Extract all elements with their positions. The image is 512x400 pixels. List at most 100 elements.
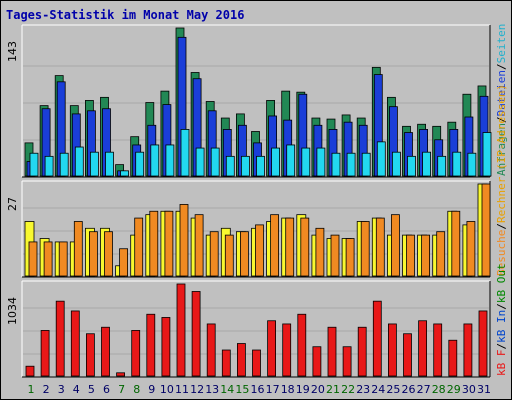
bar-seiten-day-9 bbox=[150, 144, 160, 177]
bar-kbf-day-1 bbox=[25, 365, 35, 377]
bar-kbf-day-4 bbox=[70, 310, 80, 377]
bar-seiten-day-19 bbox=[301, 147, 311, 177]
side-legend-part: / bbox=[495, 303, 508, 310]
bar-seiten-day-18 bbox=[286, 144, 296, 177]
y-axis-max-label: 27 bbox=[6, 197, 19, 211]
bar-besuche-day-2 bbox=[43, 241, 53, 277]
bar-seiten-day-5 bbox=[90, 151, 99, 177]
bar-seiten-day-29 bbox=[452, 151, 462, 177]
chart-title: Tages-Statistik im Monat May 2016 bbox=[6, 8, 244, 22]
bar-kbf-day-26 bbox=[403, 333, 412, 377]
bar-seiten-day-1 bbox=[29, 152, 39, 177]
day-label-15: 15 bbox=[235, 383, 249, 396]
bar-kbf-day-24 bbox=[372, 300, 382, 377]
bar-kbf-day-17 bbox=[267, 320, 277, 377]
day-label-23: 23 bbox=[356, 383, 370, 396]
bar-besuche-day-1 bbox=[28, 241, 38, 277]
day-label-22: 22 bbox=[341, 383, 355, 396]
day-label-6: 6 bbox=[103, 383, 110, 396]
bar-besuche-day-18 bbox=[285, 217, 295, 277]
day-label-31: 31 bbox=[477, 383, 491, 396]
side-legend-part: Dateien bbox=[495, 70, 508, 116]
bar-kbf-day-18 bbox=[282, 323, 292, 377]
bar-kbf-day-30 bbox=[463, 323, 473, 377]
bar-seiten-day-10 bbox=[165, 144, 175, 177]
bar-besuche-day-6 bbox=[104, 231, 113, 277]
day-label-20: 20 bbox=[311, 383, 325, 396]
bar-kbf-day-5 bbox=[86, 333, 95, 377]
bar-kbf-day-21 bbox=[327, 326, 337, 377]
side-legend-part: Besuche bbox=[495, 230, 508, 276]
day-label-11: 11 bbox=[175, 383, 189, 396]
bar-kbf-day-7 bbox=[116, 372, 125, 377]
day-label-17: 17 bbox=[266, 383, 280, 396]
bar-besuche-day-9 bbox=[149, 210, 159, 277]
bar-besuche-day-14 bbox=[224, 234, 234, 277]
chart-panels: 143 27 1034 bbox=[6, 24, 492, 378]
bar-seiten-day-12 bbox=[195, 147, 205, 177]
panel-2: 27 bbox=[6, 180, 491, 278]
bar-besuche-day-23 bbox=[360, 221, 370, 277]
bar-seiten-day-21 bbox=[331, 152, 341, 177]
bar-kbf-day-23 bbox=[357, 326, 367, 377]
bar-kbf-day-22 bbox=[342, 346, 352, 377]
side-legend-part: / bbox=[495, 63, 508, 70]
day-label-2: 2 bbox=[43, 383, 50, 396]
bar-besuche-day-29 bbox=[451, 210, 461, 277]
bar-kbf-day-6 bbox=[101, 326, 110, 377]
bars bbox=[24, 27, 492, 177]
side-legend-bot: kB F/kB In/kB Out bbox=[495, 263, 508, 376]
bar-seiten-day-25 bbox=[391, 151, 401, 177]
bar-seiten-day-2 bbox=[44, 155, 54, 177]
side-legend-part: Anfragen bbox=[495, 123, 508, 176]
bar-besuche-day-7 bbox=[119, 248, 128, 277]
day-label-14: 14 bbox=[220, 383, 234, 396]
side-legend-mid: Besuche/Rechner (IP-Adressen) bbox=[495, 84, 508, 276]
day-label-12: 12 bbox=[190, 383, 204, 396]
bar-kbf-day-28 bbox=[433, 323, 443, 377]
bar-besuche-day-16 bbox=[255, 224, 264, 277]
day-label-25: 25 bbox=[386, 383, 400, 396]
bar-seiten-day-6 bbox=[105, 151, 114, 177]
bar-besuche-day-25 bbox=[390, 214, 400, 277]
bar-kbf-day-20 bbox=[312, 346, 322, 377]
bar-kbf-day-16 bbox=[252, 349, 261, 377]
side-legend-part: / bbox=[495, 223, 508, 230]
bar-besuche-day-10 bbox=[164, 210, 174, 277]
bar-seiten-day-17 bbox=[271, 147, 281, 177]
day-label-5: 5 bbox=[88, 383, 95, 396]
bar-besuche-day-13 bbox=[209, 231, 219, 277]
bar-kbf-day-15 bbox=[236, 343, 246, 377]
day-label-24: 24 bbox=[371, 383, 385, 396]
side-legend-part: Rechner (IP-Adressen) bbox=[495, 84, 508, 223]
bar-kbf-day-19 bbox=[297, 313, 307, 377]
bar-besuche-day-15 bbox=[239, 231, 249, 277]
day-label-10: 10 bbox=[160, 383, 174, 396]
bar-kbf-day-29 bbox=[448, 339, 458, 377]
day-label-1: 1 bbox=[28, 383, 35, 396]
bar-kbf-day-12 bbox=[191, 291, 201, 377]
bar-besuche-day-8 bbox=[134, 217, 144, 277]
bar-besuche-day-5 bbox=[89, 231, 98, 277]
y-axis-max-label: 143 bbox=[6, 41, 19, 62]
bar-besuche-day-22 bbox=[345, 238, 355, 277]
bar-besuche-day-24 bbox=[375, 217, 385, 277]
bar-seiten-day-24 bbox=[376, 141, 386, 177]
bar-besuche-day-4 bbox=[73, 221, 83, 277]
bar-seiten-day-22 bbox=[346, 152, 356, 177]
bar-kbf-day-14 bbox=[221, 349, 231, 377]
side-legend-part: / bbox=[495, 343, 508, 350]
bars bbox=[25, 283, 488, 377]
day-label-27: 27 bbox=[417, 383, 431, 396]
bar-seiten-day-28 bbox=[437, 155, 447, 177]
bar-seiten-day-20 bbox=[316, 147, 326, 177]
side-legend-part: kB Out bbox=[495, 263, 508, 303]
bar-seiten-day-13 bbox=[210, 147, 220, 177]
bar-kbf-day-13 bbox=[206, 323, 216, 377]
bar-seiten-day-30 bbox=[467, 152, 477, 177]
bar-besuche-day-19 bbox=[300, 217, 310, 277]
day-label-13: 13 bbox=[205, 383, 219, 396]
bar-besuche-day-12 bbox=[194, 214, 204, 277]
day-label-7: 7 bbox=[118, 383, 125, 396]
